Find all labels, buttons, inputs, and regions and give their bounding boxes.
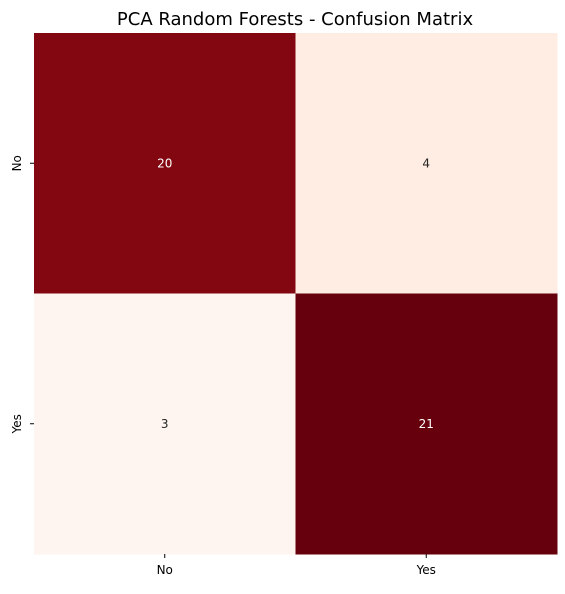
x-axis: No Yes [157,554,436,577]
heatmap-cell-yes-yes [295,293,558,555]
y-axis: No Yes [10,155,34,434]
cell-value-label: 3 [161,417,169,431]
cell-value-label: 20 [157,156,172,170]
chart-title: PCA Random Forests - Confusion Matrix [117,9,474,30]
cell-annotations: 20 4 3 21 [157,156,434,431]
y-tick-label: Yes [10,414,24,434]
heatmap-cell-yes-no [34,293,296,555]
heatmap-cells [34,33,558,555]
x-tick-label: Yes [416,563,436,577]
heatmap-cell-no-no [34,33,296,294]
cell-value-label: 21 [419,417,434,431]
cell-value-label: 4 [422,156,430,170]
heatmap-cell-no-yes [295,33,558,294]
x-tick-label: No [157,563,173,577]
y-tick-label: No [10,155,24,171]
